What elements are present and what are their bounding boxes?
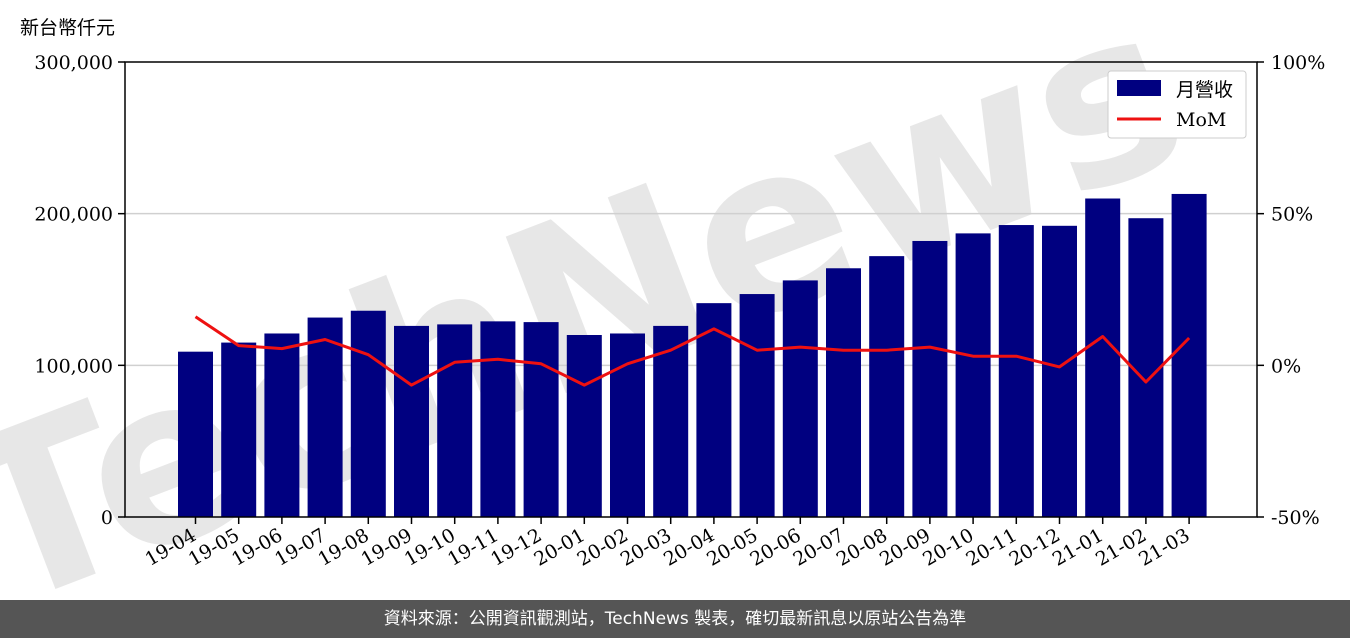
- bar-19-11: [480, 321, 516, 517]
- y-right-tick-label-3: 100%: [1271, 52, 1325, 74]
- bar-20-12: [1042, 225, 1077, 518]
- y-left-tick-label-3: 300,000: [34, 52, 113, 74]
- y-left-tick-label-0: 0: [101, 507, 113, 529]
- y-left-tick-label-1: 100,000: [34, 355, 113, 377]
- bar-20-06: [782, 280, 818, 517]
- bar-19-08: [350, 310, 386, 517]
- bar-19-12: [523, 322, 559, 517]
- bar-20-08: [869, 256, 905, 517]
- y-right-tick-label-2: 50%: [1271, 204, 1313, 226]
- x-tick-label-21-03: 21-03: [1135, 524, 1193, 570]
- bar-21-03: [1171, 193, 1207, 517]
- bar-19-06: [264, 333, 300, 517]
- bar-20-09: [912, 240, 948, 517]
- chart: TechNews 0100,000200,000300,000-50%0%50%…: [0, 0, 1325, 600]
- y-left-tick-label-2: 200,000: [34, 204, 113, 226]
- bar-19-09: [394, 325, 429, 517]
- bar-20-11: [998, 225, 1034, 517]
- bar-20-07: [826, 268, 861, 517]
- bar-19-07: [307, 317, 343, 517]
- source-footer: 資料來源：公開資訊觀測站，TechNews 製表，確切最新訊息以原站公告為準: [0, 600, 1350, 638]
- bar-19-10: [437, 324, 473, 517]
- bar-19-04: [178, 351, 213, 517]
- legend-bar-swatch: [1117, 80, 1161, 96]
- bar-21-01: [1085, 198, 1121, 517]
- legend-label-revenue: 月營收: [1176, 79, 1233, 101]
- bar-20-05: [739, 294, 775, 517]
- bar-20-10: [955, 233, 991, 517]
- y-right-tick-label-1: 0%: [1271, 355, 1301, 377]
- plot-frame: [124, 61, 1258, 518]
- legend: 月營收 MoM: [1107, 70, 1247, 139]
- bar-20-04: [696, 303, 732, 517]
- mom-line: [194, 315, 1191, 387]
- bar-19-05: [221, 342, 257, 517]
- y-unit-label: 新台幣仟元: [20, 17, 115, 39]
- bar-20-03: [653, 325, 689, 517]
- y-right-tick-label-0: -50%: [1271, 507, 1320, 529]
- bar-20-01: [566, 335, 602, 517]
- legend-label-mom: MoM: [1176, 109, 1226, 131]
